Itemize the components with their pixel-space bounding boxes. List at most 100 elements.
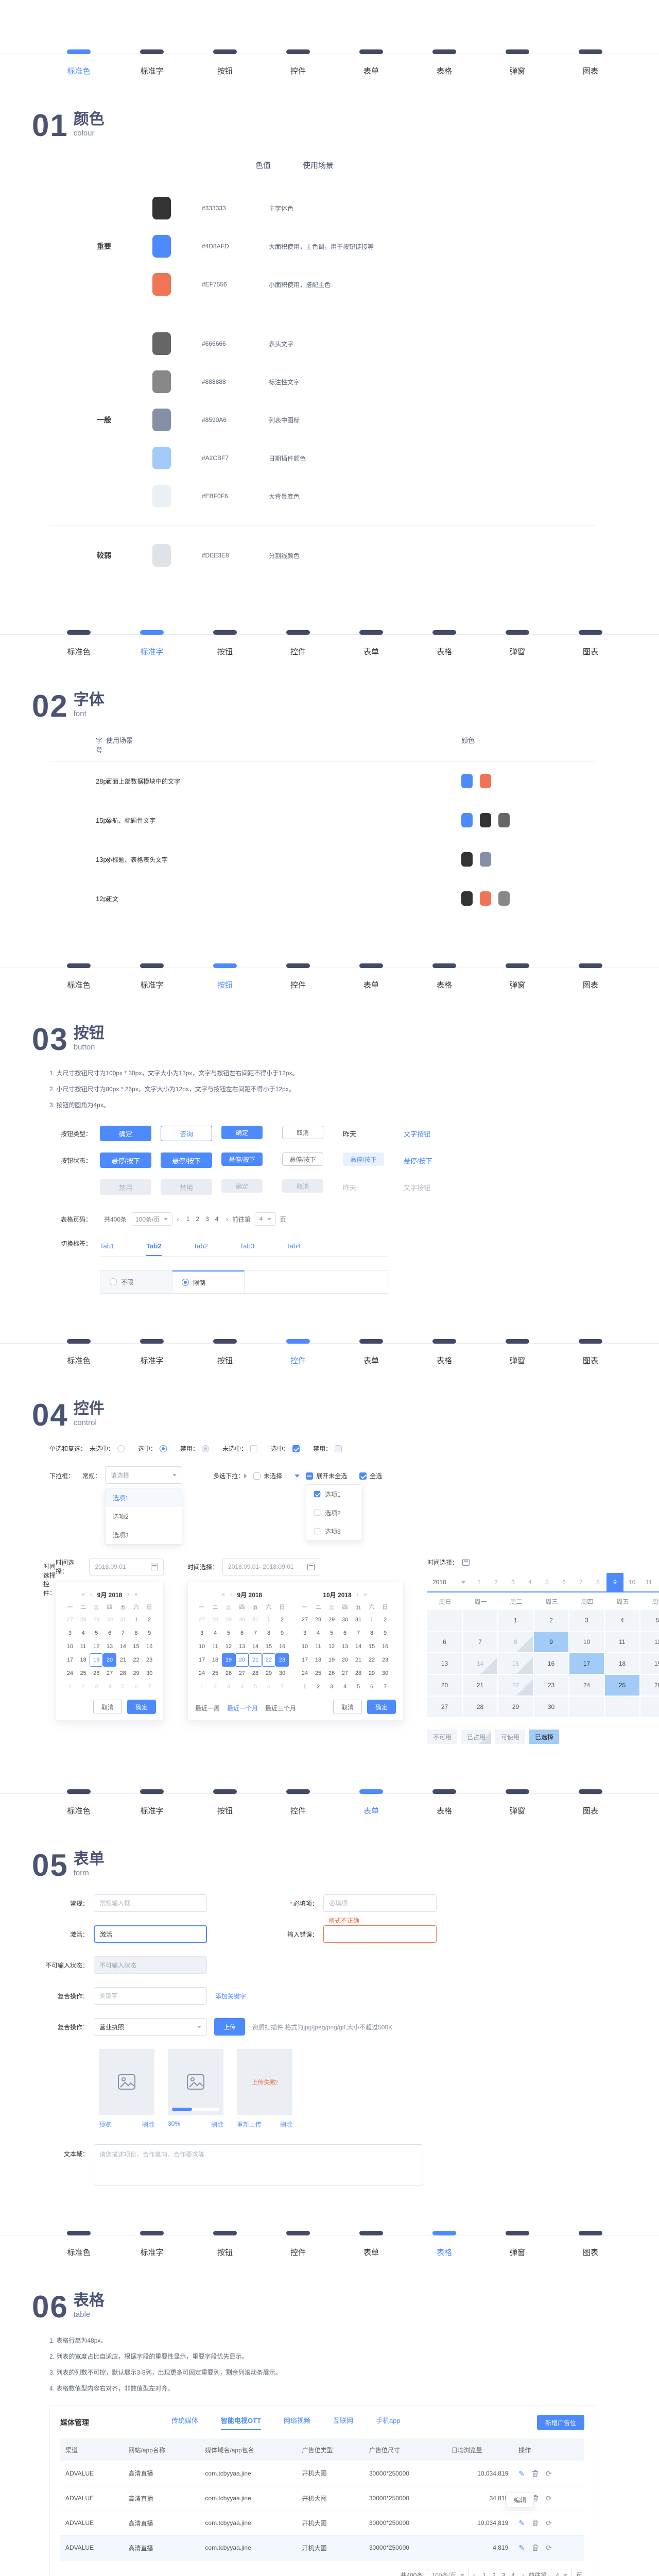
media-tab[interactable]: 互联网 xyxy=(333,2416,354,2425)
retry-upload-link[interactable]: 重新上传 xyxy=(237,2121,262,2128)
page-number[interactable]: 1 xyxy=(482,2571,486,2576)
calendar-day[interactable]: 5 xyxy=(253,1684,257,1690)
calendar-day[interactable]: 30 xyxy=(238,1617,246,1623)
demo-button[interactable]: 确定 xyxy=(100,1126,151,1141)
table-row[interactable]: ADVALUE 高清直播 com.tcbyyaa.jine 开机大图 30000… xyxy=(60,2535,584,2561)
upload-thumbnail-progress[interactable] xyxy=(168,2049,223,2115)
nav-tab-5[interactable]: 表单 xyxy=(359,1789,383,1816)
nav-tab-8[interactable]: 图表 xyxy=(579,1789,602,1816)
next-month-icon[interactable]: › xyxy=(127,1591,130,1598)
calendar-day[interactable]: 25 xyxy=(80,1670,86,1676)
license-select[interactable]: 营业执照 xyxy=(94,2018,207,2036)
channel-link[interactable]: ADVALUE xyxy=(60,2511,124,2536)
multi-dropdown-option[interactable]: 选项2 xyxy=(306,1503,362,1522)
date-range-input[interactable]: 2018.09.01- 2018.09.01 xyxy=(222,1558,321,1575)
keyword-input[interactable] xyxy=(94,1987,207,2005)
dropdown-option[interactable]: 选项1 xyxy=(106,1488,182,1507)
calendar-day[interactable]: 29 xyxy=(328,1617,335,1623)
refresh-icon[interactable]: ⟳ xyxy=(546,2469,552,2478)
required-input[interactable] xyxy=(323,1894,437,1912)
calendar-day[interactable]: 2 xyxy=(213,1684,217,1690)
availability-day[interactable]: 13 xyxy=(427,1653,462,1674)
delete-icon[interactable] xyxy=(532,2470,539,2477)
table-row[interactable]: ADVALUE 高清直播 com.tcbyyaa.jine 开机大图 30000… xyxy=(60,2511,584,2536)
calendar-day[interactable]: 25 xyxy=(315,1670,322,1676)
calendar-day[interactable]: 6 xyxy=(108,1630,112,1636)
next-month-icon[interactable]: › xyxy=(356,1591,359,1598)
calendar-day[interactable]: 3 xyxy=(330,1684,334,1690)
availability-day[interactable]: 3 xyxy=(569,1610,604,1631)
calendar-day[interactable]: 4 xyxy=(108,1684,112,1690)
calendar-day[interactable]: 18 xyxy=(80,1657,86,1663)
calendar-day[interactable]: 21 xyxy=(355,1657,362,1663)
calendar-day[interactable]: 7 xyxy=(356,1630,360,1636)
calendar-day[interactable]: 28 xyxy=(80,1617,86,1623)
calendar-day[interactable]: 20 xyxy=(235,1653,249,1667)
calendar-day[interactable]: 29 xyxy=(265,1670,272,1676)
availability-day[interactable]: 22 xyxy=(498,1675,533,1696)
calendar-day[interactable]: 24 xyxy=(301,1670,308,1676)
calendar-day[interactable]: 17 xyxy=(301,1657,308,1663)
calendar-day[interactable]: 6 xyxy=(240,1630,244,1636)
multi-state-unselected[interactable]: 未选择 xyxy=(244,1471,282,1480)
demo-button[interactable]: 悬停/按下 xyxy=(282,1153,323,1166)
table-row[interactable]: ADVALUE 高清直播 com.tcbyyaa.jine 开机大图 30000… xyxy=(60,2486,584,2511)
calendar-day[interactable]: 5 xyxy=(95,1630,98,1636)
availability-day[interactable] xyxy=(640,1697,659,1717)
nav-tab-7[interactable]: 弹窗 xyxy=(506,2231,529,2258)
multi-state-all[interactable]: 全选 xyxy=(359,1471,382,1480)
availability-day[interactable]: 9 xyxy=(534,1632,568,1652)
availability-day[interactable]: 17 xyxy=(569,1653,604,1674)
page-size-select[interactable]: 100条/页 xyxy=(427,2568,469,2576)
calendar-day[interactable]: 11 xyxy=(80,1643,86,1650)
channel-link[interactable]: ADVALUE xyxy=(60,2535,124,2561)
upload-button[interactable]: 上传 xyxy=(214,2018,245,2036)
table-row[interactable]: ADVALUE 高清直播 com.tcbyyaa.jine 开机大图 30000… xyxy=(60,2461,584,2486)
calendar-day[interactable]: 22 xyxy=(133,1657,140,1663)
availability-day[interactable] xyxy=(427,1610,462,1631)
calendar-day[interactable]: 29 xyxy=(368,1670,375,1676)
demo-tab[interactable]: Tab4 xyxy=(286,1242,301,1250)
normal-input[interactable] xyxy=(94,1894,207,1912)
dropdown-option[interactable]: 选项3 xyxy=(113,1531,129,1539)
demo-button[interactable]: 咨询 xyxy=(161,1126,212,1141)
demo-button[interactable]: 确定 xyxy=(221,1179,263,1193)
availability-day[interactable]: 19 xyxy=(640,1653,659,1674)
calendar-day[interactable]: 5 xyxy=(227,1630,231,1636)
calendar-day[interactable]: 2 xyxy=(280,1617,284,1623)
availability-day[interactable] xyxy=(605,1697,639,1717)
calendar-day[interactable]: 13 xyxy=(341,1643,349,1650)
calendar-day[interactable]: 26 xyxy=(225,1670,232,1676)
upload-thumbnail-failed[interactable]: 上传失败! xyxy=(237,2049,292,2115)
availability-day[interactable]: 29 xyxy=(498,1697,533,1717)
month-cell[interactable]: 10 xyxy=(628,1579,636,1586)
nav-tab-3[interactable]: 按钮 xyxy=(213,963,237,990)
nav-tab-2[interactable]: 标准字 xyxy=(140,1789,164,1816)
availability-day[interactable]: 10 xyxy=(569,1632,604,1652)
multi-dropdown-option[interactable]: 选项1 xyxy=(306,1485,362,1503)
demo-button[interactable]: 文字按钮 xyxy=(404,1126,430,1141)
calendar-day[interactable]: 9 xyxy=(148,1630,151,1636)
calendar-day[interactable]: 6 xyxy=(267,1684,271,1690)
calendar-day[interactable]: 7 xyxy=(280,1684,284,1690)
cancel-button[interactable]: 取消 xyxy=(93,1700,122,1714)
channel-link[interactable]: ADVALUE xyxy=(60,2486,124,2511)
calendar-day[interactable]: 1 xyxy=(267,1617,271,1623)
calendar-day[interactable]: 15 xyxy=(368,1643,375,1650)
calendar-day[interactable]: 7 xyxy=(253,1630,257,1636)
calendar-day[interactable]: 29 xyxy=(93,1617,100,1623)
calendar-day[interactable]: 11 xyxy=(315,1643,321,1650)
delete-link[interactable]: 删除 xyxy=(142,2121,154,2128)
calendar-day[interactable]: 22 xyxy=(262,1653,275,1667)
calendar-day[interactable]: 1 xyxy=(68,1684,72,1690)
select-input[interactable]: 请选择 xyxy=(105,1466,183,1484)
calendar-day[interactable]: 31 xyxy=(355,1617,362,1623)
nav-tab-8[interactable]: 图表 xyxy=(579,963,602,990)
calendar-day[interactable]: 28 xyxy=(355,1670,362,1676)
refresh-icon[interactable]: ⟳ xyxy=(546,2519,552,2527)
nav-tab-6[interactable]: 表格 xyxy=(432,2231,456,2258)
quick-range-link[interactable]: 最近三个月 xyxy=(265,1704,297,1712)
month-cell[interactable]: 9 xyxy=(606,1573,623,1591)
demo-button[interactable]: 悬停/按下 xyxy=(404,1153,432,1168)
add-keyword-link[interactable]: 添加关键字 xyxy=(215,1992,247,2000)
